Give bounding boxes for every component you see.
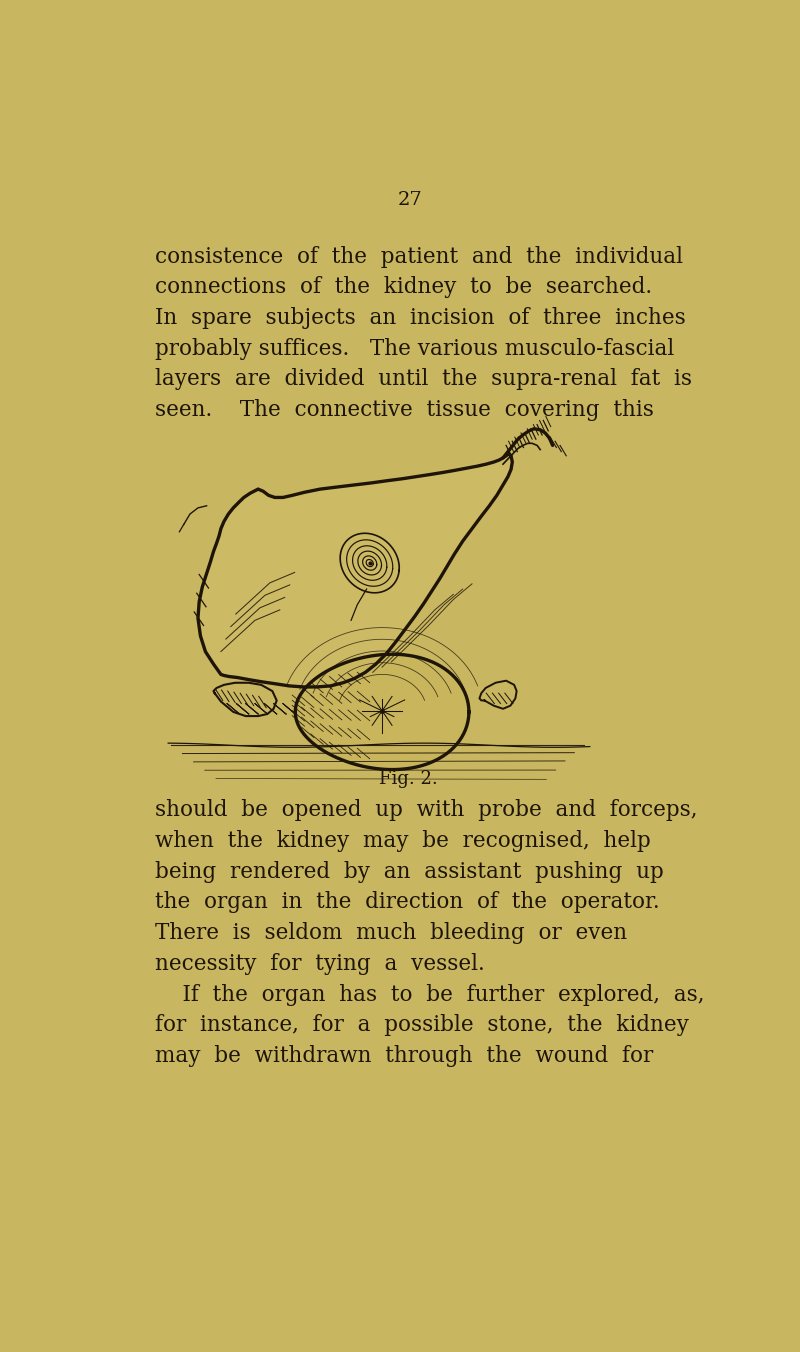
Text: layers  are  divided  until  the  supra-renal  fat  is: layers are divided until the supra-renal… <box>154 368 691 391</box>
Text: Fig. 2.: Fig. 2. <box>379 771 438 788</box>
Text: for  instance,  for  a  possible  stone,  the  kidney: for instance, for a possible stone, the … <box>154 1014 689 1037</box>
Text: 27: 27 <box>398 192 422 210</box>
Text: being  rendered  by  an  assistant  pushing  up: being rendered by an assistant pushing u… <box>154 861 663 883</box>
Text: In  spare  subjects  an  incision  of  three  inches: In spare subjects an incision of three i… <box>154 307 686 329</box>
Polygon shape <box>295 654 469 769</box>
Text: connections  of  the  kidney  to  be  searched.: connections of the kidney to be searched… <box>154 276 652 299</box>
Text: the  organ  in  the  direction  of  the  operator.: the organ in the direction of the operat… <box>154 891 659 914</box>
Polygon shape <box>198 454 512 687</box>
Text: If  the  organ  has  to  be  further  explored,  as,: If the organ has to be further explored,… <box>154 984 704 1006</box>
Text: may  be  withdrawn  through  the  wound  for: may be withdrawn through the wound for <box>154 1045 653 1067</box>
Text: consistence  of  the  patient  and  the  individual: consistence of the patient and the indiv… <box>154 246 682 268</box>
Text: should  be  opened  up  with  probe  and  forceps,: should be opened up with probe and force… <box>154 799 697 822</box>
Text: There  is  seldom  much  bleeding  or  even: There is seldom much bleeding or even <box>154 922 626 944</box>
Text: necessity  for  tying  a  vessel.: necessity for tying a vessel. <box>154 953 484 975</box>
Text: probably suffices.   The various musculo-fascial: probably suffices. The various musculo-f… <box>154 338 674 360</box>
Text: when  the  kidney  may  be  recognised,  help: when the kidney may be recognised, help <box>154 830 650 852</box>
Text: seen.    The  connective  tissue  covering  this: seen. The connective tissue covering thi… <box>154 399 654 420</box>
